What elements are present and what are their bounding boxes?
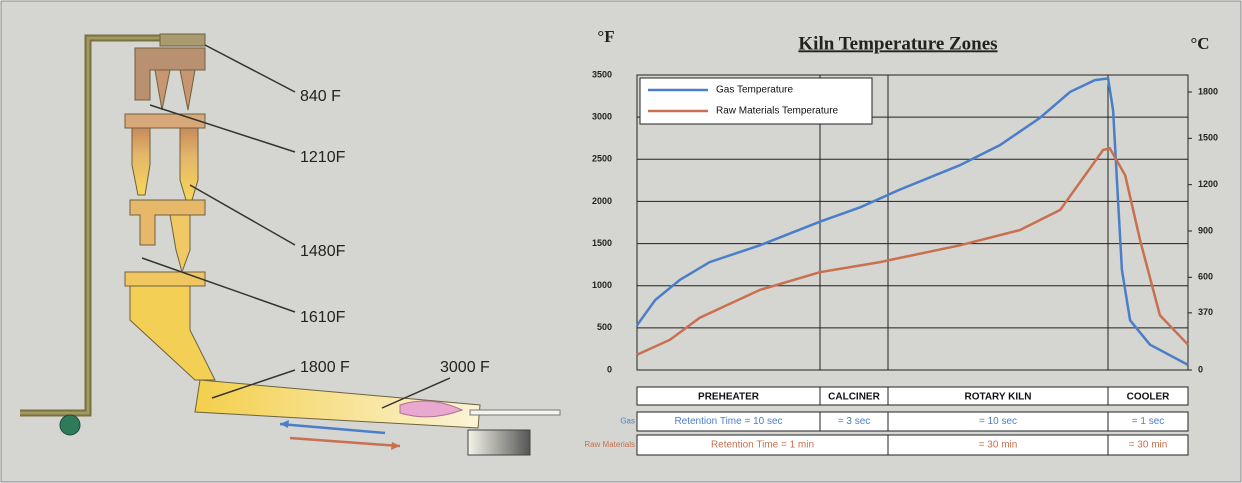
- temperature-label: 1610F: [300, 309, 346, 326]
- y-tick-label: 1000: [592, 280, 612, 290]
- y-tick-label: 0: [607, 364, 612, 374]
- row-label: Raw Materials: [584, 440, 635, 449]
- y2-tick-label: 1800: [1198, 86, 1218, 96]
- cell-text: Retention Time = 10 sec: [674, 416, 782, 427]
- y-tick-label: 500: [597, 322, 612, 332]
- cell-text: = 30 min: [979, 440, 1018, 451]
- y-tick-label: 3000: [592, 112, 612, 122]
- y-axis-label: °F: [597, 27, 614, 46]
- y2-tick-label: 0: [1198, 364, 1203, 374]
- cell-text: = 30 min: [1129, 440, 1168, 451]
- header-text: COOLER: [1127, 392, 1171, 403]
- legend-label: Raw Materials Temperature: [716, 106, 839, 117]
- temperature-label: 1800 F: [300, 359, 350, 376]
- temperature-label: 3000 F: [440, 359, 490, 376]
- chart-title: Kiln Temperature Zones: [798, 33, 997, 54]
- y-tick-label: 3500: [592, 69, 612, 79]
- y2-tick-label: 1500: [1198, 133, 1218, 143]
- header-text: ROTARY KILN: [964, 392, 1031, 403]
- cell-text: = 1 sec: [1132, 416, 1165, 427]
- y2-tick-label: 1200: [1198, 179, 1218, 189]
- y-tick-label: 2000: [592, 196, 612, 206]
- header-text: PREHEATER: [698, 392, 760, 403]
- y2-tick-label: 900: [1198, 225, 1213, 235]
- cell-text: Retention Time = 1 min: [711, 440, 814, 451]
- y2-tick-label: 600: [1198, 272, 1213, 282]
- temperature-label: 1480F: [300, 243, 346, 260]
- legend-label: Gas Temperature: [716, 85, 794, 96]
- y-tick-label: 1500: [592, 238, 612, 248]
- temperature-label: 1210F: [300, 149, 346, 166]
- y-tick-label: 2500: [592, 154, 612, 164]
- header-text: CALCINER: [828, 392, 880, 403]
- temperature-label: 840 F: [300, 88, 341, 105]
- y2-axis-label: °C: [1190, 34, 1209, 53]
- row-label: Gas: [620, 417, 635, 426]
- cell-text: = 3 sec: [838, 416, 871, 427]
- figure: 840 F 1210F 1480F 1610F 1800 F 3000 F Kiln Te…: [0, 0, 1242, 483]
- cell-text: = 10 sec: [979, 416, 1017, 427]
- y2-tick-label: 370: [1198, 307, 1213, 317]
